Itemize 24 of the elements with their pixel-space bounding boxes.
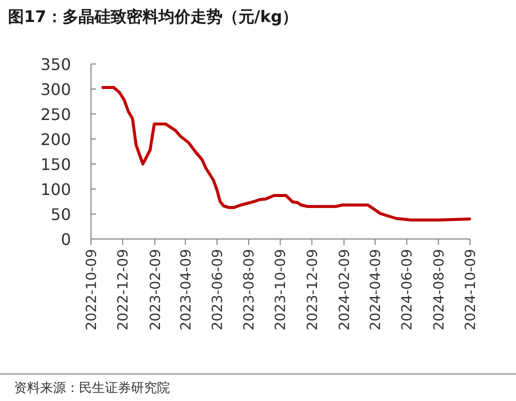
y-tick-label: 0 bbox=[60, 230, 71, 249]
x-tick-label: 2023-08-09 bbox=[242, 249, 258, 330]
x-tick-label: 2023-06-09 bbox=[210, 249, 226, 330]
y-tick-label: 50 bbox=[50, 205, 71, 224]
x-tick-label: 2023-02-09 bbox=[148, 249, 164, 330]
x-tick-label: 2024-08-09 bbox=[431, 249, 448, 330]
y-tick-label: 150 bbox=[40, 155, 71, 174]
x-tick-label: 2022-10-09 bbox=[84, 249, 100, 330]
chart-title: 图17：多晶硅致密料均价走势（元/kg） bbox=[8, 7, 298, 26]
x-tick-label: 2024-10-09 bbox=[463, 249, 479, 330]
y-tick-label: 350 bbox=[40, 55, 71, 74]
x-tick-label: 2024-06-09 bbox=[400, 249, 416, 330]
x-tick-label: 2023-12-09 bbox=[304, 249, 321, 330]
text: 资料来源：民生证券研究院 bbox=[14, 381, 170, 396]
x-tick-label: 2022-12-09 bbox=[116, 249, 132, 330]
x-tick-label: 2023-10-09 bbox=[273, 249, 290, 330]
x-tick-label: 2024-04-09 bbox=[368, 249, 384, 330]
x-tick-label: 2024-02-09 bbox=[337, 249, 354, 330]
y-tick-label: 300 bbox=[40, 80, 71, 99]
x-tick-label: 2023-04-09 bbox=[178, 249, 194, 330]
y-tick-label: 100 bbox=[40, 180, 71, 199]
y-tick-label: 200 bbox=[40, 130, 71, 149]
y-tick-label: 250 bbox=[40, 105, 71, 124]
line-series bbox=[101, 86, 471, 222]
